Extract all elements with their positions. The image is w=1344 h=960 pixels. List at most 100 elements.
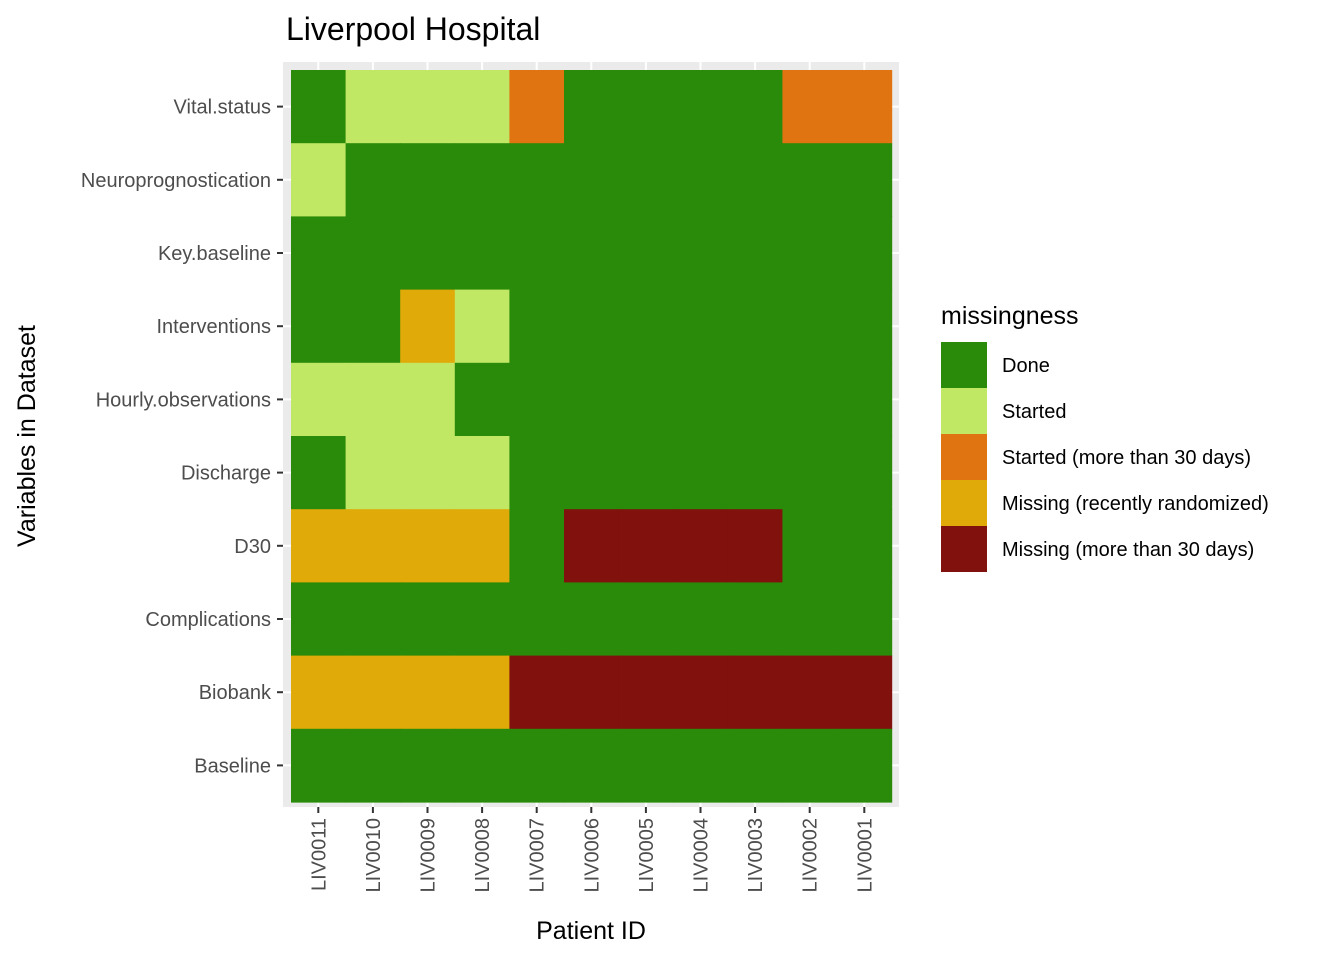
heatmap-cell [564, 582, 620, 657]
x-tick-label: LIV0004 [691, 818, 713, 893]
heatmap-cell [291, 289, 347, 364]
heatmap-cell [454, 362, 510, 437]
heatmap-cell [564, 216, 620, 291]
heatmap-cell [454, 289, 510, 364]
legend-swatch [941, 342, 987, 388]
x-tick-label: LIV0008 [472, 818, 494, 893]
heatmap-cell [782, 509, 838, 583]
heatmap-cell [782, 655, 838, 730]
y-tick-label: Biobank [199, 682, 272, 704]
x-tick-label: LIV0007 [527, 818, 549, 893]
heatmap-cell [782, 289, 838, 364]
heatmap-cell [782, 436, 838, 510]
heatmap-cell [454, 509, 510, 583]
x-tick-label: LIV0002 [800, 818, 822, 893]
heatmap-cell [782, 582, 838, 657]
y-tick-label: Hourly.observations [96, 389, 271, 411]
heatmap-cell [345, 70, 401, 144]
heatmap-cell [400, 582, 456, 657]
x-tick-label: LIV0001 [854, 818, 876, 893]
heatmap-cell [345, 582, 401, 657]
legend-label: Started [1002, 401, 1066, 423]
heatmap-cell [564, 362, 620, 437]
heatmap-cell [618, 289, 674, 364]
heatmap-cell [564, 509, 620, 583]
y-tick-label: Vital.status [174, 97, 271, 119]
heatmap-cell [509, 655, 565, 730]
heatmap-cell [291, 216, 347, 291]
x-tick-label: LIV0011 [308, 818, 330, 891]
heatmap-cell [727, 143, 783, 217]
heatmap-cell [509, 362, 565, 437]
heatmap-cells [291, 70, 893, 803]
heatmap-cell [345, 143, 401, 217]
heatmap-cell [727, 216, 783, 291]
legend-swatch [941, 434, 987, 480]
heatmap-cell [618, 362, 674, 437]
heatmap-cell [564, 143, 620, 217]
x-tick-label: LIV0009 [418, 818, 440, 893]
y-tick-label: Interventions [156, 316, 271, 338]
heatmap-cell [291, 143, 347, 217]
heatmap-cell [618, 655, 674, 730]
heatmap-cell [837, 70, 893, 144]
y-tick-label: D30 [234, 536, 271, 558]
heatmap-cell [673, 655, 729, 730]
heatmap-cell [837, 436, 893, 510]
chart-title: Liverpool Hospital [286, 11, 540, 47]
heatmap-cell [673, 436, 729, 510]
y-axis-title: Variables in Dataset [13, 325, 41, 547]
y-tick-label: Discharge [181, 463, 271, 485]
heatmap-cell [454, 143, 510, 217]
heatmap-cell [782, 362, 838, 437]
heatmap-cell [400, 216, 456, 291]
heatmap-cell [454, 582, 510, 657]
legend-swatch [941, 526, 987, 572]
heatmap-cell [291, 70, 347, 144]
heatmap-cell [618, 436, 674, 510]
heatmap-cell [618, 216, 674, 291]
heatmap-cell [400, 728, 456, 803]
heatmap-cell [509, 70, 565, 144]
heatmap-cell [564, 728, 620, 803]
heatmap-cell [509, 216, 565, 291]
heatmap-cell [509, 582, 565, 657]
heatmap-cell [727, 582, 783, 657]
heatmap-cell [673, 70, 729, 144]
heatmap-cell [509, 509, 565, 583]
heatmap-cell [727, 436, 783, 510]
legend-label: Started (more than 30 days) [1002, 447, 1251, 469]
heatmap-cell [837, 362, 893, 437]
legend-label: Done [1002, 355, 1050, 377]
heatmap-cell [618, 728, 674, 803]
legend-swatch [941, 480, 987, 526]
heatmap-cell [345, 362, 401, 437]
heatmap-cell [673, 582, 729, 657]
heatmap-cell [837, 728, 893, 803]
heatmap-cell [618, 70, 674, 144]
x-axis-title: Patient ID [536, 917, 646, 945]
heatmap-cell [564, 655, 620, 730]
heatmap-cell [400, 509, 456, 583]
heatmap-cell [673, 289, 729, 364]
y-tick-label: Complications [145, 609, 271, 631]
heatmap-cell [837, 216, 893, 291]
y-tick-label: Neuroprognostication [81, 170, 271, 192]
heatmap-cell [345, 728, 401, 803]
heatmap-cell [345, 509, 401, 583]
heatmap-cell [291, 655, 347, 730]
heatmap-cell [509, 728, 565, 803]
heatmap-cell [400, 70, 456, 144]
legend-items: Done Started Started (more than 30 days) Mi… [941, 342, 1269, 572]
x-axis: LIV0011 LIV0010 LIV0009 LIV0008 LIV0007 LIV00… [308, 807, 876, 893]
heatmap-cell [291, 582, 347, 657]
heatmap-cell [291, 509, 347, 583]
heatmap-cell [345, 289, 401, 364]
heatmap-cell [564, 289, 620, 364]
heatmap-cell [727, 362, 783, 437]
legend-label: Missing (more than 30 days) [1002, 539, 1254, 561]
legend: missingness Done Started Started (more tha… [941, 302, 1269, 572]
heatmap-cell [782, 70, 838, 144]
y-tick-label: Baseline [194, 755, 271, 777]
